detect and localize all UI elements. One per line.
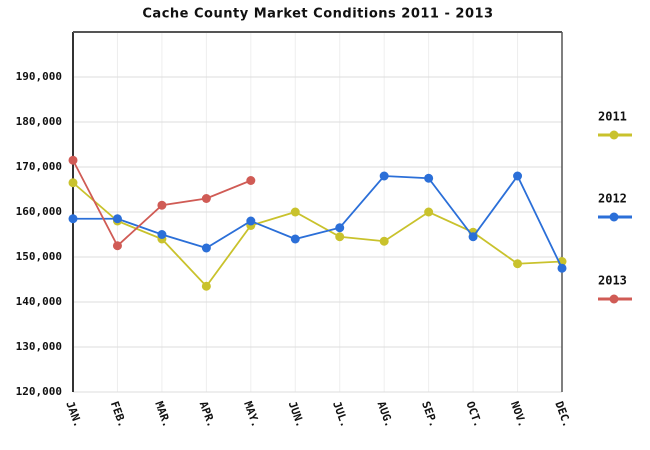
data-point (290, 207, 300, 217)
data-point (68, 178, 78, 188)
y-tick-label: 150,000 (16, 250, 62, 263)
data-point (68, 155, 78, 165)
data-point (246, 216, 256, 226)
y-tick-label: 130,000 (16, 340, 62, 353)
legend-label: 2013 (598, 274, 627, 288)
legend-label: 2012 (598, 192, 627, 206)
data-point (246, 176, 256, 185)
y-tick-label: 170,000 (16, 160, 62, 173)
x-tick-label: JUL. (330, 400, 351, 429)
data-point (201, 243, 211, 253)
legend-swatch-dot (609, 212, 619, 222)
data-point (379, 236, 389, 246)
data-point (157, 230, 167, 239)
x-tick-label: FEB. (108, 400, 129, 429)
y-tick-label: 140,000 (16, 295, 62, 308)
y-tick-label: 180,000 (16, 115, 62, 128)
x-tick-label: MAY. (241, 400, 262, 429)
x-tick-label: JUN. (286, 400, 307, 429)
y-tick-label: 190,000 (16, 70, 62, 83)
data-point (424, 173, 434, 183)
data-point (201, 281, 211, 291)
legend-label: 2011 (598, 110, 627, 124)
chart-title: Cache County Market Conditions 2011 - 20… (142, 7, 493, 22)
x-tick-label: AUG. (375, 400, 396, 429)
legend-swatch-dot (609, 294, 619, 304)
x-tick-label: MAR. (152, 400, 173, 429)
x-tick-label: OCT. (463, 400, 484, 429)
data-point (112, 241, 122, 251)
x-tick-label: DEC. (552, 400, 573, 429)
data-point (557, 263, 567, 273)
x-tick-label: NOV. (508, 400, 529, 429)
x-tick-label: JAN. (63, 400, 84, 429)
series-line (73, 174, 563, 269)
data-point (68, 214, 78, 224)
x-tick-label: SEP. (419, 400, 440, 429)
y-tick-label: 160,000 (16, 205, 62, 218)
data-point (157, 200, 167, 210)
data-point (290, 234, 300, 244)
x-tick-label: APR. (197, 400, 218, 429)
data-point (335, 232, 345, 242)
y-tick-label: 120,000 (16, 385, 62, 398)
data-point (112, 214, 122, 224)
data-point (468, 232, 478, 242)
legend-swatch-dot (609, 130, 619, 140)
data-point (513, 171, 523, 181)
data-point (201, 194, 211, 203)
data-point (424, 207, 434, 217)
data-point (513, 259, 523, 269)
series-line (72, 182, 563, 288)
data-point (379, 171, 389, 181)
data-point (335, 223, 345, 233)
